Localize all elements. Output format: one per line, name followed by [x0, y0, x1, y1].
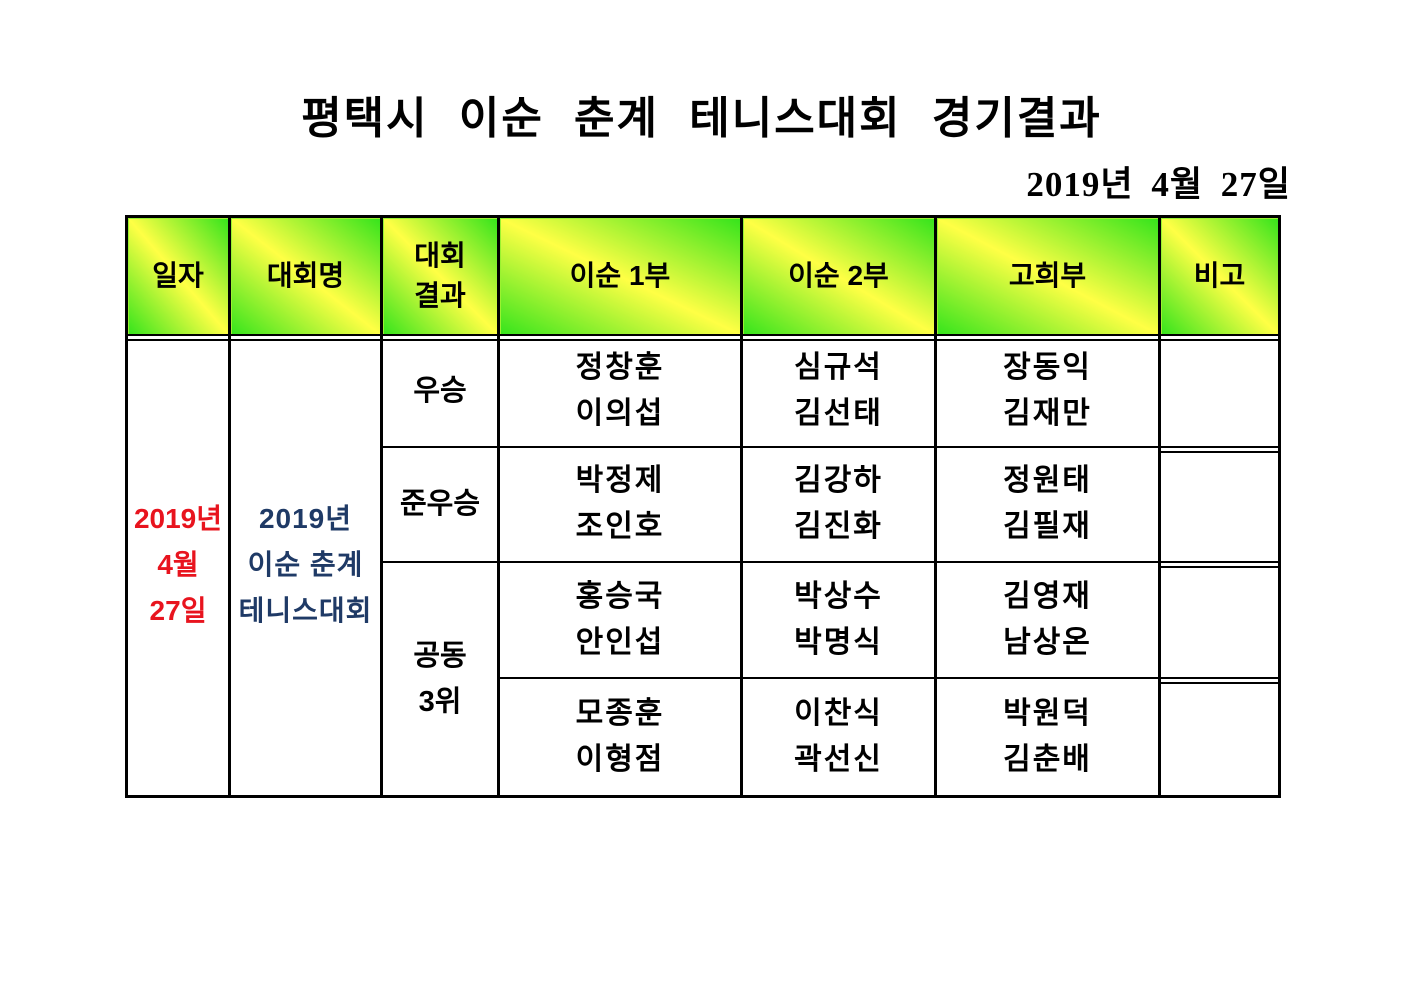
header-gohee-div: 고희부 [934, 215, 1161, 336]
header-date: 일자 [125, 215, 231, 336]
cell-runnerup-isun1: 박정제 조인호 [497, 445, 743, 563]
document-date: 2019년 4월 27일 [1026, 165, 1291, 204]
cell-event-date: 2019년 4월 27일 [125, 333, 231, 798]
cell-result-winner: 우승 [380, 333, 500, 448]
cell-tournament-name: 2019년 이순 춘계 테니스대회 [228, 333, 383, 798]
cell-third-b-gohee: 박원덕 김춘배 [934, 676, 1161, 798]
cell-third-a-isun1: 홍승국 안인섭 [497, 560, 743, 679]
cell-third-a-gohee: 김영재 남상온 [934, 560, 1161, 679]
table-row-third-b: 모종훈 이형점 이찬식 곽선신 박원덕 김춘배 [127, 676, 1281, 798]
cell-winner-isun2: 심규석 김선태 [740, 333, 937, 448]
header-tournament-name: 대회명 [228, 215, 383, 336]
table-row-winner: 2019년 4월 27일 2019년 이순 춘계 테니스대회 우승 정창훈 이의… [125, 333, 1281, 798]
cell-winner-note [1158, 333, 1281, 448]
header-note: 비고 [1158, 215, 1281, 336]
cell-runnerup-gohee: 정원태 김필재 [934, 445, 1161, 563]
cell-winner-gohee: 장동익 김재만 [934, 333, 1161, 448]
cell-third-a-isun2: 박상수 박명식 [740, 560, 937, 679]
header-row: 일자 대회명 대회 결과 이순 1부 이순 2부 고희부 비고 [125, 215, 1281, 336]
header-isun-div2: 이순 2부 [740, 215, 937, 336]
cell-third-a-note [1158, 560, 1281, 679]
page-title: 평택시 이순 춘계 테니스대회 경기결과 [301, 94, 1102, 143]
cell-runnerup-note [1158, 445, 1281, 563]
cell-result-runnerup: 준우승 [380, 445, 500, 563]
header-result: 대회 결과 [380, 215, 500, 336]
results-table: 일자 대회명 대회 결과 이순 1부 이순 2부 고희부 비고 2019년 4월… [125, 215, 1281, 798]
cell-runnerup-isun2: 김강하 김진화 [740, 445, 937, 563]
cell-third-b-isun1: 모종훈 이형점 [497, 676, 743, 798]
cell-winner-isun1: 정창훈 이의섭 [497, 333, 743, 448]
cell-third-b-isun2: 이찬식 곽선신 [740, 676, 937, 798]
table-row-third-a: 공동 3위 홍승국 안인섭 박상수 박명식 김영재 남상온 [127, 560, 1281, 798]
header-isun-div1: 이순 1부 [497, 215, 743, 336]
cell-third-b-note [1158, 676, 1281, 798]
cell-result-joint-third: 공동 3위 [380, 560, 500, 798]
table-row-runnerup: 준우승 박정제 조인호 김강하 김진화 정원태 김필재 [127, 445, 1281, 563]
